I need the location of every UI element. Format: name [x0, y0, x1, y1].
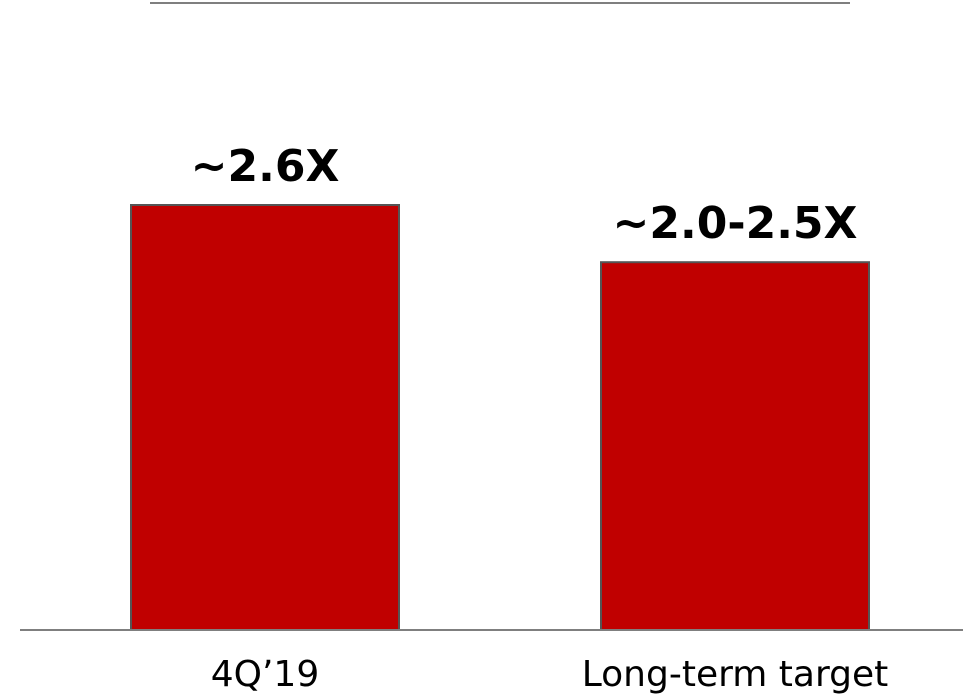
bars-layer: ~2.6X 4Q’19 ~2.0-2.5X Long-term target: [130, 141, 889, 695]
bar-1: [600, 261, 870, 631]
data-label-0: ~2.6X: [191, 141, 340, 192]
bar-0: [130, 204, 400, 631]
category-label-1: Long-term target: [582, 654, 889, 695]
data-label-1: ~2.0-2.5X: [613, 198, 858, 249]
category-label-0: 4Q’19: [211, 654, 320, 695]
